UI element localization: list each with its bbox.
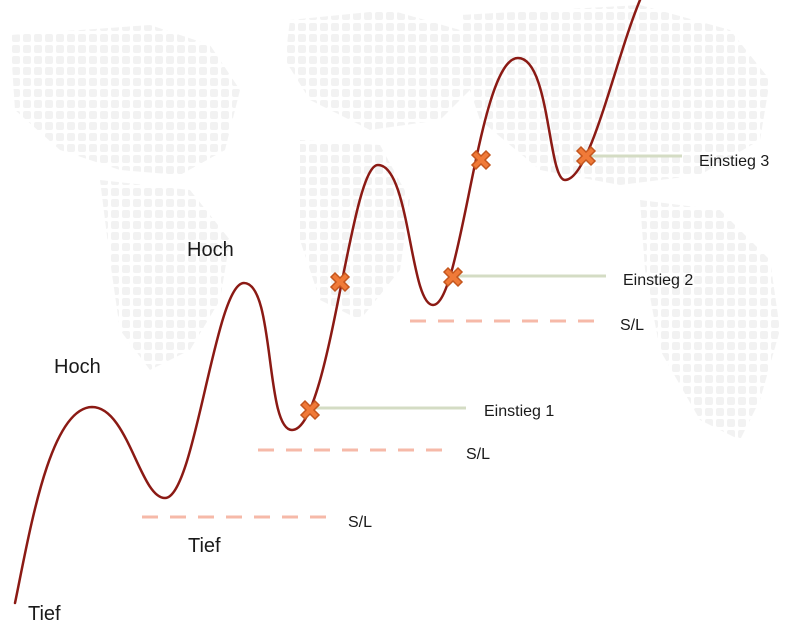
label-sl-2: S/L (466, 446, 490, 463)
label-sl-3: S/L (620, 317, 644, 334)
price-curve (13, 0, 642, 605)
label-hoch-1: Hoch (54, 356, 101, 378)
label-einstieg-1: Einstieg 1 (484, 403, 554, 420)
cross-icon (575, 145, 597, 167)
entry-markers (299, 145, 597, 421)
label-sl-1: S/L (348, 514, 372, 531)
cross-icon (470, 149, 492, 171)
label-einstieg-3: Einstieg 3 (699, 153, 769, 170)
label-tief-1: Tief (28, 603, 61, 625)
world-map-background (10, 5, 780, 440)
cross-icon (442, 266, 464, 288)
labels: Tief Tief Hoch Hoch Einstieg 1 Einstieg … (28, 153, 769, 625)
cross-icon (329, 271, 351, 293)
label-einstieg-2: Einstieg 2 (623, 272, 693, 289)
cross-icon (299, 399, 321, 421)
entry-lines (310, 154, 682, 410)
stoploss-lines (142, 319, 600, 519)
label-tief-2: Tief (188, 535, 221, 557)
label-hoch-2: Hoch (187, 239, 234, 261)
